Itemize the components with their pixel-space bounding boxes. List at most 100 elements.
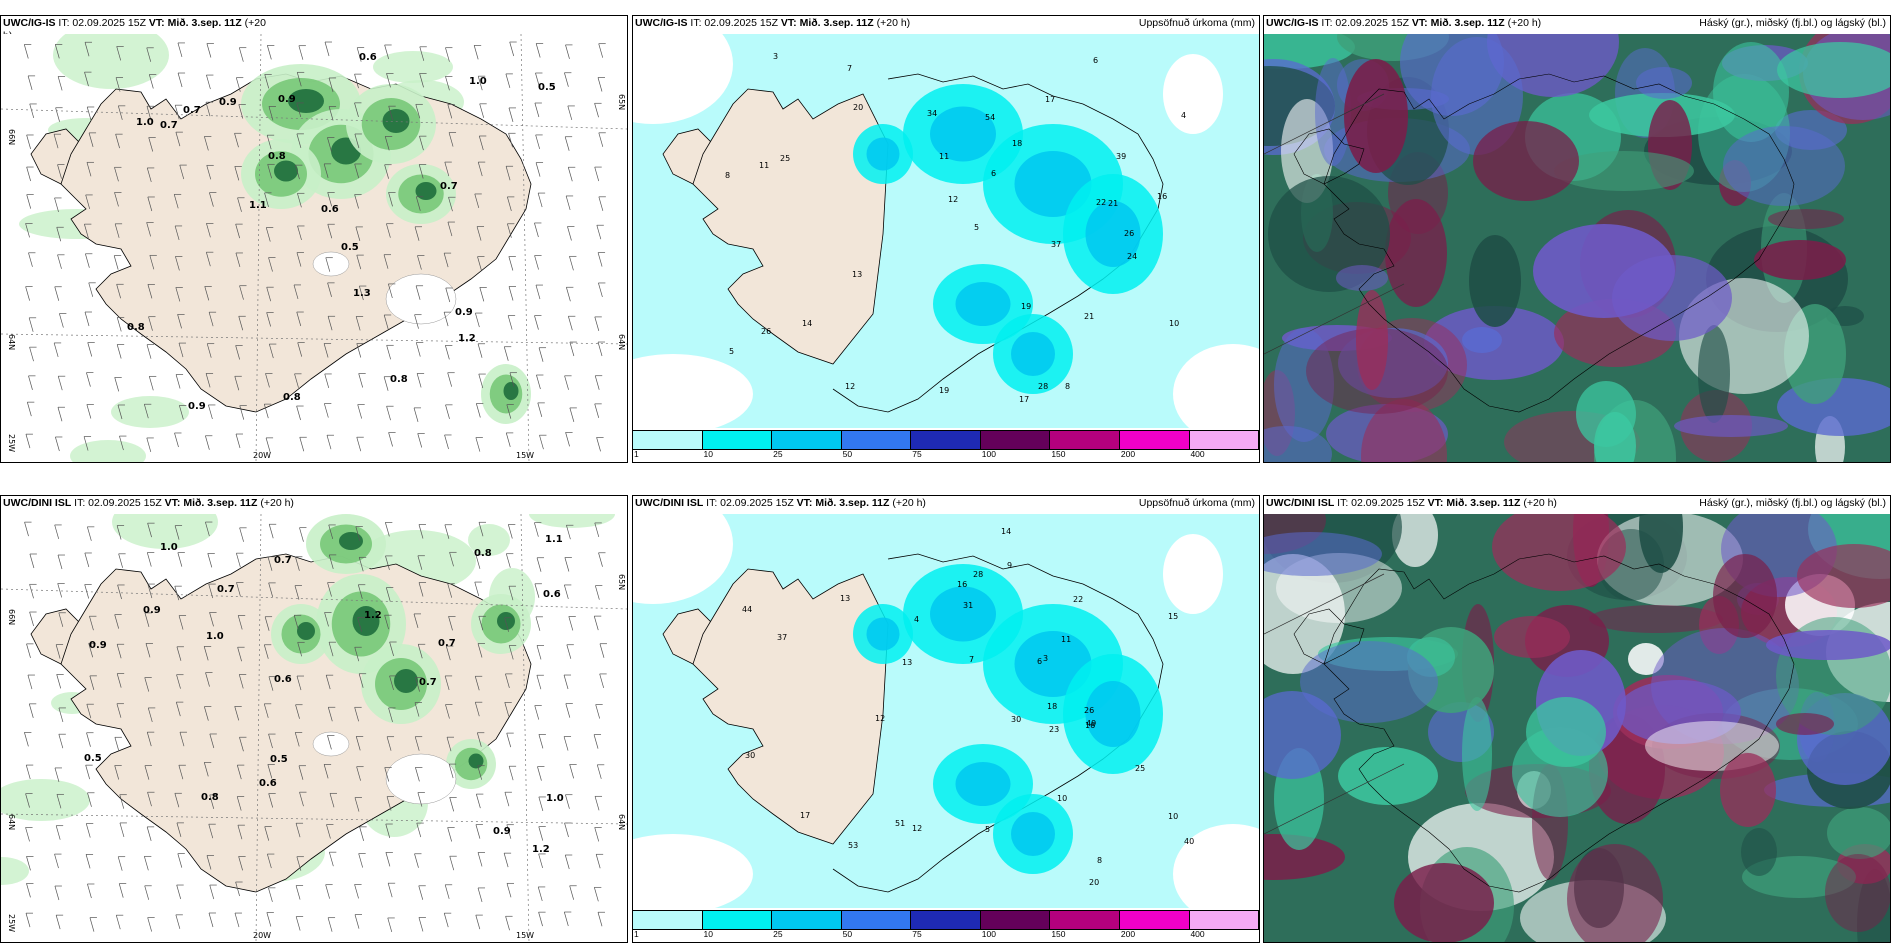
wind-value-label: 1.2	[532, 844, 550, 855]
precip-value-label: 31	[963, 601, 973, 610]
precip-value-label: 26	[1124, 229, 1134, 238]
model-name: UWC/IG-IS	[3, 17, 56, 29]
panel-field-title: Uppsöfnuð úrkoma (mm)	[1138, 17, 1255, 29]
precip-map-canvas: 3781013141728111218162230533140514449372…	[633, 496, 1259, 924]
legend-swatch	[1189, 431, 1259, 449]
precip-value-label: 7	[847, 64, 852, 73]
legend-tick-label: 50	[842, 929, 853, 939]
precip-value-label: 4	[914, 615, 919, 624]
init-time: IT: 02.09.2025 15Z	[1318, 17, 1412, 29]
valid-time: VT: Mið. 3.sep. 11Z	[164, 497, 258, 509]
lat-label-right: 65N	[617, 94, 626, 110]
lon-label: 15W	[516, 931, 534, 940]
lat-label-right: 64N	[617, 334, 626, 350]
model-name: UWC/IG-IS	[1266, 17, 1319, 29]
lead-time: (+20 h)	[257, 497, 294, 509]
wind-value-label: 0.8	[390, 374, 408, 385]
precip-value-label: 10	[1168, 812, 1178, 821]
wind-value-label: 1.0	[136, 117, 154, 128]
wind-map: 0.5 0.7 0.9 1.0 0.8 0.6 0.9 1.1 0.8 0.7 0.5 1.0 0.9 1…	[1, 21, 627, 462]
lat-label: 25W	[7, 434, 16, 452]
precip-value-label: 6	[991, 169, 996, 178]
map-panel-bm: UWC/DINI ISL IT: 02.09.2025 15Z VT: Mið.…	[632, 495, 1260, 943]
wind-value-label: 1.0	[206, 631, 224, 642]
precip-value-label: 3	[773, 52, 778, 61]
legend-tick-label: 400	[1190, 929, 1205, 939]
precip-value-label: 11	[1061, 635, 1071, 644]
wind-value-label: 0.9	[89, 640, 107, 651]
precip-value-label: 17	[800, 811, 810, 820]
precip-value-label: 30	[745, 751, 755, 760]
wind-value-label: 0.9	[455, 307, 473, 318]
cloud-map-canvas	[1264, 496, 1890, 942]
precip-value-label: 44	[742, 605, 752, 614]
precip-value-label: 18	[1012, 139, 1022, 148]
precip-value-label: 13	[902, 658, 912, 667]
wind-value-label: 0.8	[283, 392, 301, 403]
legend-swatch	[980, 911, 1051, 929]
precip-map: 3 7 8 10 13 14 17 28 11 12 18 16 22 30 53 31 40 51 44 49 37 2…	[633, 496, 1259, 942]
legend-tick-label: 1	[634, 449, 639, 459]
lon-label: 15W	[516, 451, 534, 460]
wind-value-label: 1.0	[469, 76, 487, 87]
precip-value-label: 37	[777, 633, 787, 642]
lon-label: 20W	[253, 451, 271, 460]
precip-value-label: 25	[780, 154, 790, 163]
precip-value-label: 37	[1051, 240, 1061, 249]
panel-header: UWC/IG-IS IT: 02.09.2025 15Z VT: Mið. 3.…	[1266, 17, 1541, 30]
wind-value-label: 0.5	[270, 754, 288, 765]
wind-value-label: 1.3	[353, 288, 371, 299]
map-panel-tr: UWC/IG-IS IT: 02.09.2025 15Z VT: Mið. 3.…	[1263, 15, 1891, 463]
precip-legend: 1 10 25 50 75 100 150 200 400	[633, 428, 1259, 462]
precip-value-label: 30	[1011, 715, 1021, 724]
precip-value-label: 17	[1019, 395, 1029, 404]
valid-time: VT: Mið. 3.sep. 11Z	[148, 17, 242, 29]
precip-value-label: 5	[729, 347, 734, 356]
precip-value-label: 49	[1086, 719, 1096, 728]
wind-value-label: 0.9	[219, 97, 237, 108]
panel-header: UWC/DINI ISL IT: 02.09.2025 15Z VT: Mið.…	[3, 497, 294, 510]
wind-value-label: 0.8	[201, 792, 219, 803]
legend-tick-label: 400	[1190, 449, 1205, 459]
wind-value-label: 0.6	[359, 52, 377, 63]
legend-swatch	[841, 911, 912, 929]
valid-time: VT: Mið. 3.sep. 11Z	[1427, 497, 1521, 509]
precip-value-label: 28	[1038, 382, 1048, 391]
wind-value-label: 0.7	[160, 120, 178, 131]
precip-value-label: 11	[759, 161, 769, 170]
precip-value-label: 7	[969, 655, 974, 664]
legend-tick-label: 50	[842, 449, 853, 459]
valid-time: VT: Mið. 3.sep. 11Z	[780, 17, 874, 29]
precip-value-label: 13	[840, 594, 850, 603]
init-time: IT: 02.09.2025 15Z	[71, 497, 165, 509]
legend-swatch	[1050, 911, 1120, 929]
precip-value-label: 6	[1093, 56, 1098, 65]
precip-value-label: 11	[939, 152, 949, 161]
precip-value-label: 8	[725, 171, 730, 180]
lead-time: (+20 h)	[1520, 497, 1557, 509]
legend-tick-label: 200	[1120, 929, 1136, 939]
panel-header: UWC/IG-IS IT: 02.09.2025 15Z VT: Mið. 3.…	[635, 17, 910, 30]
lead-time: (+20 h)	[1504, 17, 1542, 29]
legend-tick-label: 1	[634, 929, 639, 939]
precip-value-label: 8	[1065, 382, 1070, 391]
map-panel-tm: UWC/IG-IS IT: 02.09.2025 15Z VT: Mið. 3.…	[632, 15, 1260, 463]
precip-value-label: 21	[1108, 199, 1118, 208]
legend-swatch	[841, 431, 912, 449]
legend-swatch	[1189, 911, 1259, 929]
wind-value-label: 0.6	[274, 674, 292, 685]
wind-value-label: 0.6	[543, 589, 561, 600]
legend-swatch	[772, 431, 842, 449]
lat-label: 66N	[7, 129, 16, 145]
legend-swatch	[702, 911, 773, 929]
precip-value-label: 17	[1045, 95, 1055, 104]
wind-value-label: 1.0	[160, 542, 178, 553]
legend-swatch	[1119, 431, 1190, 449]
map-panel-tl: UWC/IG-IS IT: 02.09.2025 15Z VT: Mið. 3.…	[0, 15, 628, 463]
lat-label: 64N	[7, 334, 16, 350]
legend-tick-label: 100	[981, 929, 996, 939]
model-name: UWC/IG-IS	[635, 17, 688, 29]
wind-value-label: 0.8	[474, 548, 492, 559]
wind-value-label: 0.9	[278, 94, 296, 105]
